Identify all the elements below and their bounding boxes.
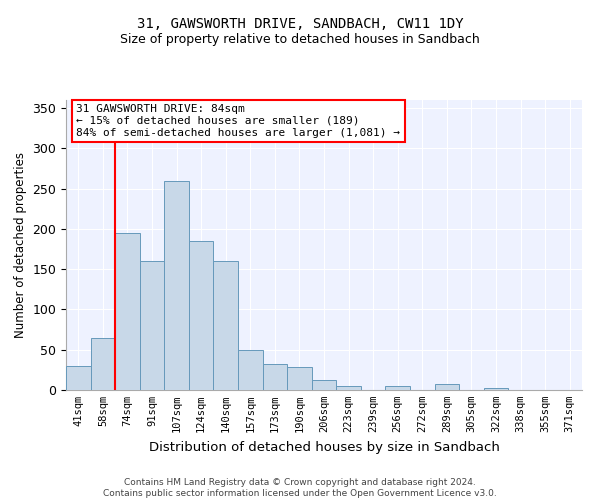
Bar: [238, 350, 263, 390]
Bar: [263, 364, 287, 390]
Bar: [164, 180, 189, 390]
Bar: [385, 386, 410, 390]
Text: Size of property relative to detached houses in Sandbach: Size of property relative to detached ho…: [120, 32, 480, 46]
Text: 31, GAWSWORTH DRIVE, SANDBACH, CW11 1DY: 31, GAWSWORTH DRIVE, SANDBACH, CW11 1DY: [137, 18, 463, 32]
Text: 31 GAWSWORTH DRIVE: 84sqm
← 15% of detached houses are smaller (189)
84% of semi: 31 GAWSWORTH DRIVE: 84sqm ← 15% of detac…: [76, 104, 400, 138]
Bar: [214, 261, 238, 390]
Bar: [484, 388, 508, 390]
X-axis label: Distribution of detached houses by size in Sandbach: Distribution of detached houses by size …: [149, 440, 499, 454]
Y-axis label: Number of detached properties: Number of detached properties: [14, 152, 27, 338]
Text: Contains HM Land Registry data © Crown copyright and database right 2024.
Contai: Contains HM Land Registry data © Crown c…: [103, 478, 497, 498]
Bar: [189, 241, 214, 390]
Bar: [66, 366, 91, 390]
Bar: [91, 338, 115, 390]
Bar: [312, 380, 336, 390]
Bar: [434, 384, 459, 390]
Bar: [140, 261, 164, 390]
Bar: [336, 386, 361, 390]
Bar: [115, 233, 140, 390]
Bar: [287, 368, 312, 390]
